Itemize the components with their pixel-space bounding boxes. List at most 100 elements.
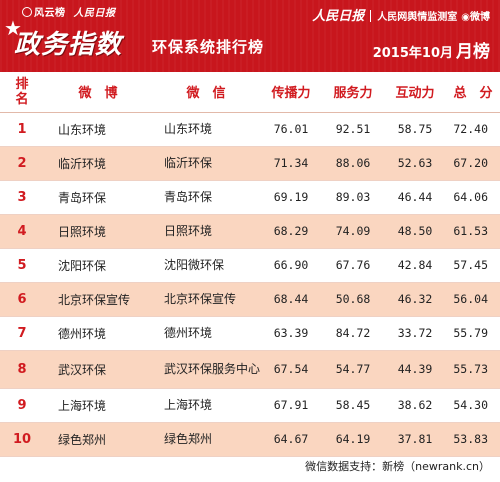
interact-cell: 52.63 bbox=[384, 146, 446, 181]
total-cell: 54.30 bbox=[446, 388, 500, 423]
header-weixin: 微 信 bbox=[152, 72, 260, 113]
total-cell: 56.04 bbox=[446, 282, 500, 317]
spread-cell: 76.01 bbox=[260, 112, 322, 147]
rank-cell: 2 bbox=[0, 146, 44, 181]
service-cell: 67.76 bbox=[322, 248, 384, 283]
weibo-cell: 日照环境 bbox=[44, 214, 152, 249]
weibo-cell: 临沂环境 bbox=[44, 146, 152, 181]
total-cell: 61.53 bbox=[446, 214, 500, 249]
spread-cell: 71.34 bbox=[260, 146, 322, 181]
spread-cell: 69.19 bbox=[260, 180, 322, 215]
header-weibo: 微 博 bbox=[44, 72, 152, 113]
spread-cell: 67.91 bbox=[260, 388, 322, 423]
interact-cell: 46.44 bbox=[384, 180, 446, 215]
interact-cell: 48.50 bbox=[384, 214, 446, 249]
brand-people: 人民日报 bbox=[73, 8, 116, 19]
weibo-cell: 沈阳环保 bbox=[44, 248, 152, 283]
weixin-cell: 日照环境 bbox=[152, 214, 260, 249]
page-subtitle: 环保系统排行榜 bbox=[152, 38, 265, 56]
service-cell: 88.06 bbox=[322, 146, 384, 181]
rank-cell: 3 bbox=[0, 180, 44, 215]
weixin-cell: 临沂环保 bbox=[152, 146, 260, 181]
total-cell: 67.20 bbox=[446, 146, 500, 181]
weixin-cell: 沈阳微环保 bbox=[152, 248, 260, 283]
table-row: 1 山东环境 山东环境 76.01 92.51 58.75 72.40 bbox=[0, 112, 500, 147]
weibo-cell: 德州环境 bbox=[44, 316, 152, 351]
table-row: 4 日照环境 日照环境 68.29 74.09 48.50 61.53 bbox=[0, 214, 500, 249]
ranking-table: 排名 微 博 微 信 传播力 服务力 互动力 总 分 1 山东环境 山东环境 7… bbox=[0, 72, 500, 457]
interact-cell: 46.32 bbox=[384, 282, 446, 317]
service-cell: 84.72 bbox=[322, 316, 384, 351]
star-icon: ★ bbox=[4, 16, 22, 40]
divider bbox=[370, 10, 372, 22]
spread-cell: 63.39 bbox=[260, 316, 322, 351]
weixin-cell: 北京环保宣传 bbox=[152, 282, 260, 317]
data-source-note: 微信数据支持：新榜（newrank.cn） bbox=[305, 460, 490, 473]
service-cell: 50.68 bbox=[322, 282, 384, 317]
total-cell: 57.45 bbox=[446, 248, 500, 283]
rank-cell: 7 bbox=[0, 316, 44, 351]
weibo-cell: 北京环保宣传 bbox=[44, 282, 152, 317]
brand-topleft: 风云榜 人民日报 bbox=[22, 4, 116, 19]
interact-cell: 42.84 bbox=[384, 248, 446, 283]
header-spread: 传播力 bbox=[260, 72, 322, 113]
table-row: 5 沈阳环保 沈阳微环保 66.90 67.76 42.84 57.45 bbox=[0, 248, 500, 283]
total-cell: 72.40 bbox=[446, 112, 500, 147]
banner-texture bbox=[0, 0, 500, 72]
service-cell: 92.51 bbox=[322, 112, 384, 147]
header-rank: 排名 bbox=[0, 72, 44, 113]
interact-cell: 58.75 bbox=[384, 112, 446, 147]
spread-cell: 68.44 bbox=[260, 282, 322, 317]
service-cell: 64.19 bbox=[322, 422, 384, 457]
header-rank-line2: 名 bbox=[15, 91, 29, 107]
spread-cell: 67.54 bbox=[260, 350, 322, 389]
weibo-cell: 上海环境 bbox=[44, 388, 152, 423]
month-big: 月榜 bbox=[456, 42, 490, 62]
weixin-cell: 青岛环保 bbox=[152, 180, 260, 215]
interact-cell: 44.39 bbox=[384, 350, 446, 389]
total-cell: 64.06 bbox=[446, 180, 500, 215]
table-row: 2 临沂环境 临沂环保 71.34 88.06 52.63 67.20 bbox=[0, 146, 500, 181]
rank-cell: 5 bbox=[0, 248, 44, 283]
right-lab: 人民网舆情监测室 bbox=[377, 12, 458, 23]
rank-cell: 8 bbox=[0, 350, 44, 389]
weixin-cell: 绿色郑州 bbox=[152, 422, 260, 457]
weibo-brand: ◉微博 bbox=[461, 8, 490, 23]
service-cell: 74.09 bbox=[322, 214, 384, 249]
header-banner: 风云榜 人民日报 ★ 政务指数 环保系统排行榜 人民日报 人民网舆情监测室 ◉微博 2… bbox=[0, 0, 500, 72]
weixin-cell: 武汉环保服务中心 bbox=[152, 350, 260, 389]
service-cell: 89.03 bbox=[322, 180, 384, 215]
spread-cell: 68.29 bbox=[260, 214, 322, 249]
table-row: 8 武汉环保 武汉环保服务中心 67.54 54.77 44.39 55.73 bbox=[0, 350, 500, 389]
table-header-row: 排名 微 博 微 信 传播力 服务力 互动力 总 分 bbox=[0, 72, 500, 113]
service-cell: 54.77 bbox=[322, 350, 384, 389]
header-interact: 互动力 bbox=[384, 72, 446, 113]
table-row: 9 上海环境 上海环境 67.91 58.45 38.62 54.30 bbox=[0, 388, 500, 423]
weibo-cell: 山东环境 bbox=[44, 112, 152, 147]
service-cell: 58.45 bbox=[322, 388, 384, 423]
total-cell: 53.83 bbox=[446, 422, 500, 457]
weibo-cell: 绿色郑州 bbox=[44, 422, 152, 457]
month-text: 2015年10月 bbox=[372, 46, 453, 61]
weixin-cell: 上海环境 bbox=[152, 388, 260, 423]
weibo-label: 微博 bbox=[470, 12, 490, 23]
total-cell: 55.73 bbox=[446, 350, 500, 389]
table-row: 3 青岛环保 青岛环保 69.19 89.03 46.44 64.06 bbox=[0, 180, 500, 215]
weibo-cell: 武汉环保 bbox=[44, 350, 152, 389]
interact-cell: 38.62 bbox=[384, 388, 446, 423]
weibo-icon: ◉ bbox=[461, 12, 470, 23]
big-title: 政务指数 bbox=[14, 30, 123, 60]
table-row: 6 北京环保宣传 北京环保宣传 68.44 50.68 46.32 56.04 bbox=[0, 282, 500, 317]
rank-cell: 4 bbox=[0, 214, 44, 249]
fengyun-logo-icon bbox=[22, 7, 32, 17]
brand-name: 风云榜 bbox=[34, 8, 66, 19]
spread-cell: 64.67 bbox=[260, 422, 322, 457]
rank-cell: 9 bbox=[0, 388, 44, 423]
spread-cell: 66.90 bbox=[260, 248, 322, 283]
brand-topright: 人民日报 人民网舆情监测室 ◉微博 bbox=[312, 5, 490, 24]
header-service: 服务力 bbox=[322, 72, 384, 113]
right-people: 人民日报 bbox=[312, 9, 365, 24]
header-total: 总 分 bbox=[446, 72, 500, 113]
month-label: 2015年10月 月榜 bbox=[373, 37, 490, 62]
total-cell: 55.79 bbox=[446, 316, 500, 351]
